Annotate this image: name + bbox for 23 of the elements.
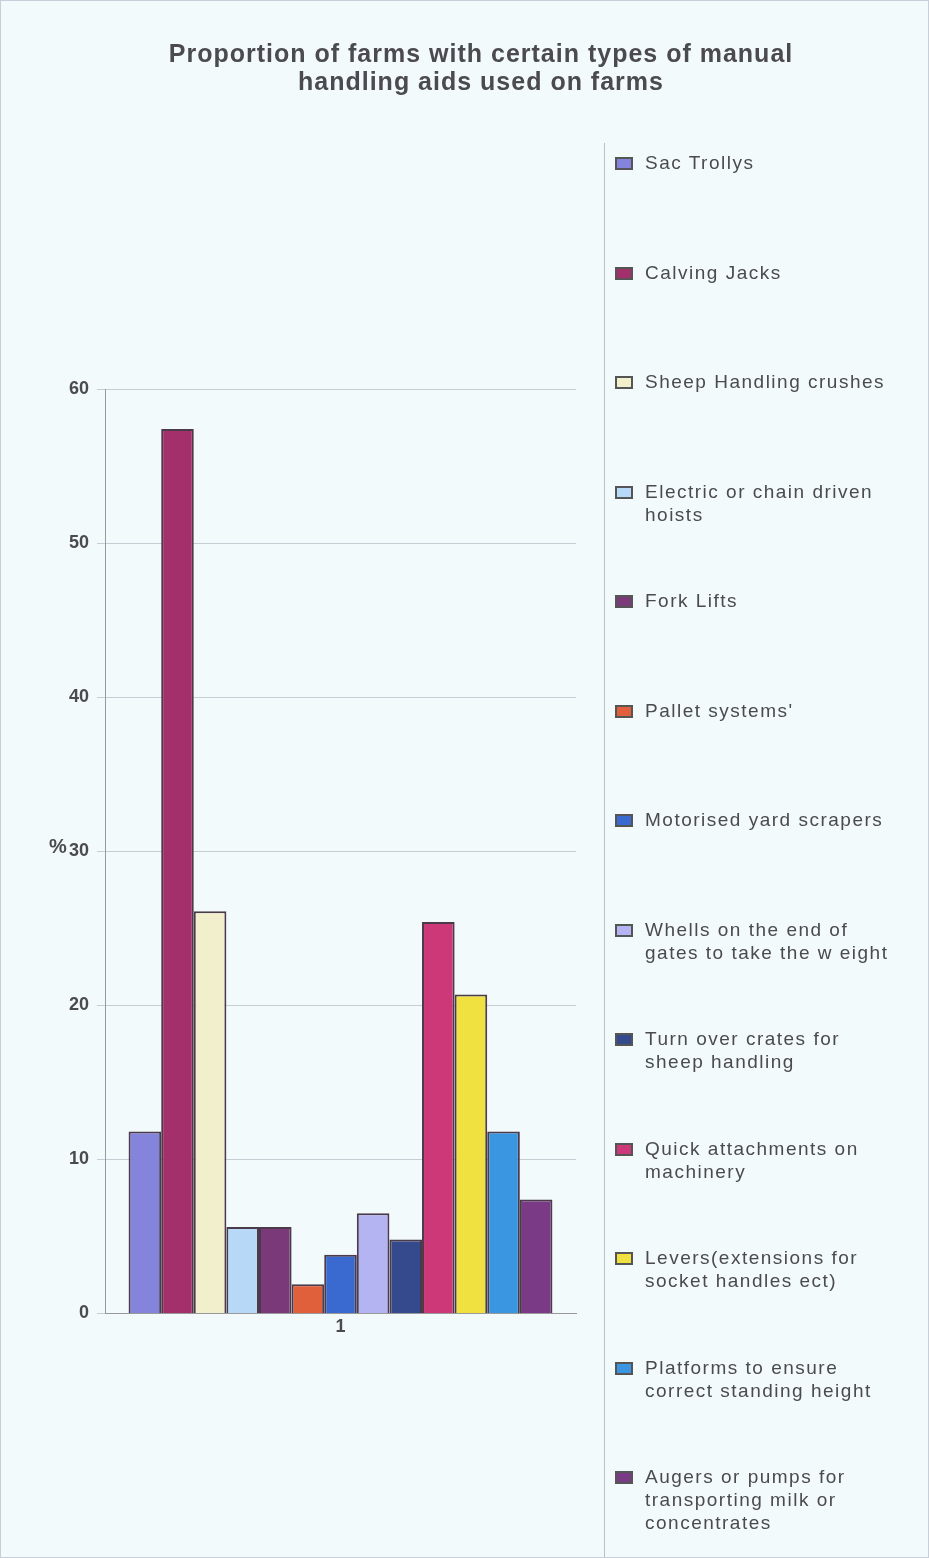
y-axis-title: % xyxy=(49,835,67,858)
legend-label: Quick attachments on machinery xyxy=(645,1136,860,1183)
y-tick-label: 0 xyxy=(79,1302,90,1323)
y-tick-label: 10 xyxy=(68,1148,90,1169)
y-tick-label: 60 xyxy=(68,377,90,398)
chart-title: Proportion of farms with certain types of manual handling aids used on farms xyxy=(167,39,795,95)
legend-label: Augers or pumps for transporting milk or concentrates xyxy=(645,1465,847,1534)
legend-label: Turn over crates for sheep handling xyxy=(645,1027,842,1073)
y-tick-label: 30 xyxy=(68,840,90,861)
y-tick-label: 20 xyxy=(68,994,90,1015)
legend-label: Calving Jacks xyxy=(645,260,783,284)
x-tick-label: 1 xyxy=(335,1316,346,1337)
y-tick-label: 50 xyxy=(68,532,90,553)
legend-label: Whells on the end of gates to take the w eight xyxy=(645,917,890,964)
legend-label: Electric or chain driven hoists xyxy=(645,479,875,526)
legend-label: Fork Lifts xyxy=(645,589,740,612)
legend-label: Sheep Handling crushes xyxy=(645,370,887,393)
legend-label: Platforms to ensure correct standing height xyxy=(645,1355,873,1402)
legend-label: Pallet systems' xyxy=(645,698,795,722)
legend-label: Motorised yard scrapers xyxy=(645,808,885,831)
legend-label: Levers(extensions for socket handles ect) xyxy=(645,1246,860,1292)
y-tick-label: 40 xyxy=(68,686,90,707)
legend-label: Sac Trollys xyxy=(645,151,756,174)
